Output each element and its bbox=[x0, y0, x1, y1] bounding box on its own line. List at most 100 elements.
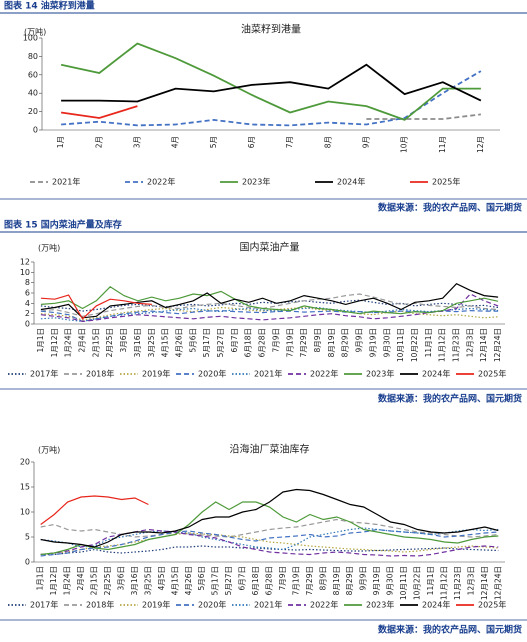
legend-label: 2025年 bbox=[478, 369, 506, 379]
y-tick-label: 40 bbox=[28, 89, 38, 98]
x-tick-label: 10月22日 bbox=[410, 328, 419, 362]
x-tick-label: 7月19日 bbox=[291, 566, 300, 595]
legend-label: 2024年 bbox=[337, 177, 365, 187]
legend-label: 2023年 bbox=[242, 177, 270, 187]
x-tick-label: 2月4日 bbox=[76, 566, 85, 591]
x-tick-label: 3月 bbox=[132, 136, 141, 148]
x-tick-label: 4月5日 bbox=[157, 566, 166, 591]
series-line bbox=[40, 293, 499, 323]
x-tick-label: 1月24日 bbox=[64, 328, 73, 357]
y-tick-label: 4 bbox=[25, 299, 30, 308]
x-tick-label: 5月17日 bbox=[202, 328, 211, 357]
x-tick-label: 5月27日 bbox=[216, 328, 225, 357]
x-tick-label: 9月9日 bbox=[359, 566, 368, 591]
chart-title: 国内菜油产量 bbox=[240, 241, 300, 254]
series-line bbox=[366, 113, 482, 120]
y-tick-label: 10 bbox=[20, 508, 30, 517]
y-tick-label: 0 bbox=[33, 126, 38, 135]
x-tick-label: 6月28日 bbox=[265, 566, 274, 595]
x-tick-label: 1月1日 bbox=[36, 566, 45, 591]
legend-label: 2022年 bbox=[310, 600, 338, 610]
series-line bbox=[40, 495, 149, 525]
x-tick-label: 1月12日 bbox=[49, 566, 58, 595]
x-tick-label: 2月 bbox=[94, 136, 103, 148]
x-tick-label: 12月 bbox=[476, 136, 485, 153]
x-tick-label: 2月25日 bbox=[105, 328, 114, 357]
series-line bbox=[60, 105, 138, 119]
x-tick-label: 7月19日 bbox=[285, 328, 294, 357]
series-line bbox=[40, 532, 499, 556]
x-tick-label: 12月3日 bbox=[465, 328, 474, 357]
x-tick-label: 1月24日 bbox=[63, 566, 72, 595]
y-tick-label: 12 bbox=[20, 258, 30, 267]
y-tick-label: 2 bbox=[25, 309, 30, 318]
x-tick-label: 2月15日 bbox=[90, 566, 99, 595]
x-tick-label: 10月11日 bbox=[399, 566, 408, 600]
figure-header: 图表 15 国内菜油产量及库存 bbox=[4, 219, 122, 231]
x-tick-label: 6月7日 bbox=[238, 566, 247, 591]
legend-label: 2019年 bbox=[142, 369, 170, 379]
y-tick-label: 80 bbox=[28, 52, 38, 61]
x-tick-label: 1月12日 bbox=[50, 328, 59, 357]
x-tick-label: 3月6日 bbox=[119, 328, 128, 353]
legend-label: 2017年 bbox=[30, 600, 58, 610]
legend-label: 2024年 bbox=[422, 600, 450, 610]
series-line bbox=[40, 306, 499, 321]
legend-label: 2017年 bbox=[30, 369, 58, 379]
y-tick-label: 15 bbox=[20, 483, 30, 492]
y-axis-unit: (万吨) bbox=[38, 243, 60, 253]
source-note: 数据来源：我的农产品网、国元期货 bbox=[378, 393, 522, 405]
x-tick-label: 12月3日 bbox=[466, 566, 475, 595]
x-tick-label: 5月27日 bbox=[224, 566, 233, 595]
x-tick-label: 6月18日 bbox=[244, 328, 253, 357]
series-line bbox=[40, 488, 499, 548]
x-tick-label: 6月18日 bbox=[251, 566, 260, 595]
x-tick-label: 7月9日 bbox=[278, 566, 287, 591]
series-line bbox=[61, 70, 482, 127]
y-tick-label: 20 bbox=[20, 458, 30, 467]
legend-label: 2020年 bbox=[198, 600, 226, 610]
x-tick-label: 12月14日 bbox=[480, 566, 489, 600]
legend-label: 2024年 bbox=[422, 369, 450, 379]
series-line bbox=[40, 293, 499, 317]
x-tick-label: 9月19日 bbox=[368, 328, 377, 357]
x-tick-label: 8月9日 bbox=[318, 566, 327, 591]
legend-label: 2021年 bbox=[254, 369, 282, 379]
x-tick-label: 8月29日 bbox=[345, 566, 354, 595]
legend-label: 2022年 bbox=[147, 177, 175, 187]
x-tick-label: 9月30日 bbox=[386, 566, 395, 595]
legend-label: 2021年 bbox=[52, 177, 80, 187]
x-tick-label: 5月6日 bbox=[188, 328, 197, 353]
x-tick-label: 7月29日 bbox=[299, 328, 308, 357]
figure-header: 图表 14 油菜籽到港量 bbox=[4, 0, 95, 12]
x-tick-label: 4月26日 bbox=[174, 328, 183, 357]
x-tick-label: 5月 bbox=[209, 136, 218, 148]
x-tick-label: 11月23日 bbox=[452, 328, 461, 362]
x-tick-label: 12月24日 bbox=[493, 328, 502, 362]
legend-label: 2019年 bbox=[142, 600, 170, 610]
source-note: 数据来源：我的农产品网、国元期货 bbox=[378, 202, 522, 214]
x-tick-label: 3月25日 bbox=[143, 566, 152, 595]
series-line bbox=[40, 528, 499, 557]
x-tick-label: 10月22日 bbox=[413, 566, 422, 600]
legend-label: 2022年 bbox=[310, 369, 338, 379]
y-tick-label: 100 bbox=[23, 34, 38, 43]
series-line bbox=[40, 545, 499, 556]
y-tick-label: 5 bbox=[25, 533, 30, 542]
x-tick-label: 9月 bbox=[361, 136, 370, 148]
legend-label: 2018年 bbox=[86, 369, 114, 379]
series-line bbox=[60, 42, 481, 121]
x-tick-label: 3月16日 bbox=[133, 328, 142, 357]
y-tick-label: 0 bbox=[25, 558, 30, 567]
x-tick-label: 4月 bbox=[171, 136, 180, 148]
x-tick-label: 5月6日 bbox=[197, 566, 206, 591]
x-tick-label: 4月26日 bbox=[184, 566, 193, 595]
x-tick-label: 4月15日 bbox=[161, 328, 170, 357]
y-tick-label: 60 bbox=[28, 70, 38, 79]
x-tick-label: 5月17日 bbox=[211, 566, 220, 595]
x-tick-label: 11月12日 bbox=[439, 566, 448, 600]
legend-label: 2020年 bbox=[198, 369, 226, 379]
y-tick-label: 6 bbox=[25, 289, 30, 298]
series-line bbox=[40, 294, 152, 320]
